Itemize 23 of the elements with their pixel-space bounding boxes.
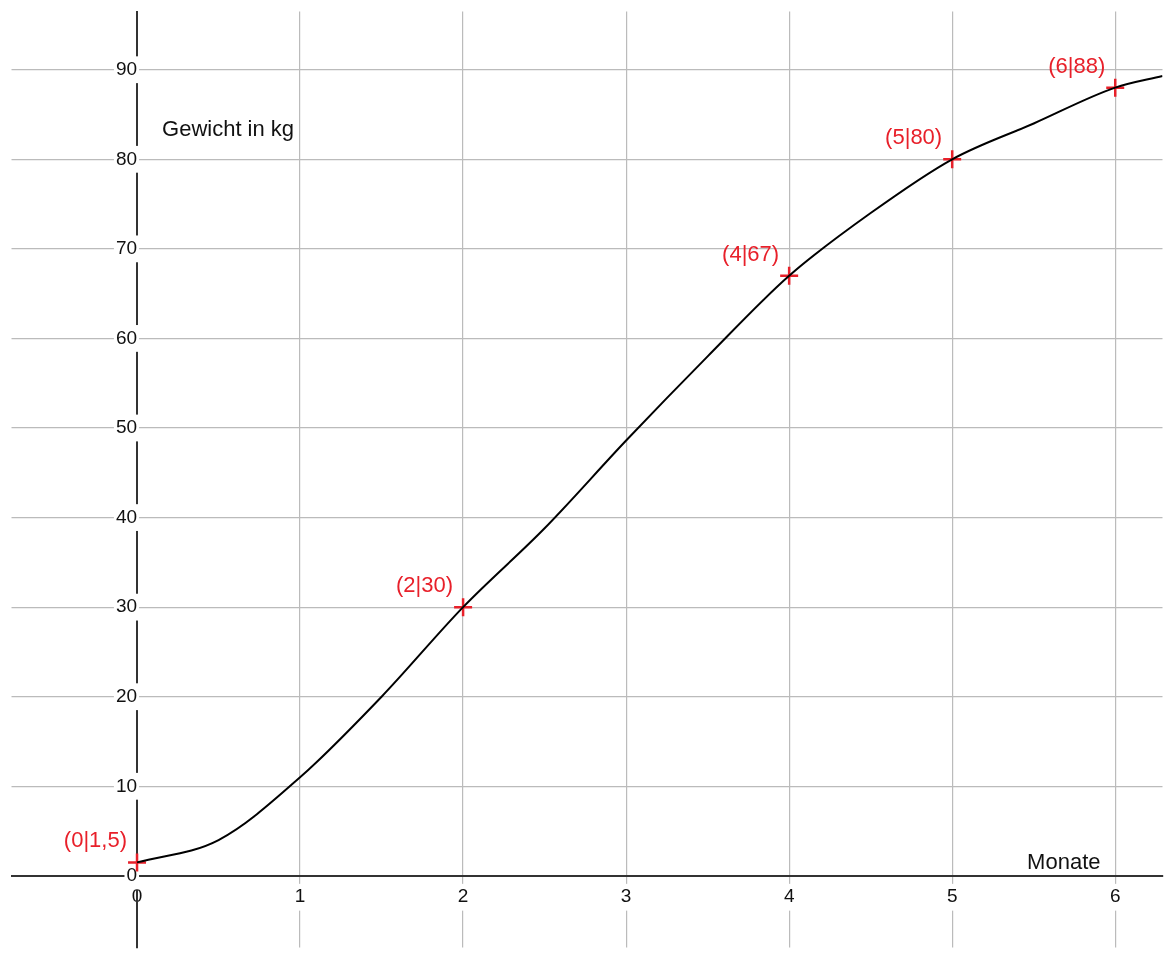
y-tick-label: 10: [115, 774, 138, 796]
x-tick-label: 5: [946, 885, 958, 907]
y-tick-label: 90: [115, 57, 138, 79]
x-tick-label: 6: [1109, 885, 1121, 907]
x-tick-label: 3: [620, 885, 632, 907]
x-tick-label: 4: [783, 885, 795, 907]
y-tick-label: 70: [115, 237, 138, 259]
x-tick-label: 1: [294, 885, 306, 907]
y-tick-label: 0: [126, 864, 138, 886]
x-tick-label: 2: [457, 885, 469, 907]
y-tick-label: 50: [115, 416, 138, 438]
data-label: (0|1,5): [63, 827, 128, 853]
y-tick-label: 80: [115, 147, 138, 169]
data-label: (4|67): [722, 240, 780, 266]
y-tick-label: 60: [115, 326, 138, 348]
x-axis-title: Monate: [1027, 848, 1101, 874]
y-axis-title: Gewicht in kg: [162, 115, 295, 141]
data-label: (2|30): [396, 572, 454, 598]
data-label: (6|88): [1048, 52, 1106, 78]
y-tick-label: 40: [115, 505, 138, 527]
y-tick-label: 30: [115, 595, 138, 617]
y-tick-label: 20: [115, 684, 138, 706]
data-label: (5|80): [885, 124, 943, 150]
